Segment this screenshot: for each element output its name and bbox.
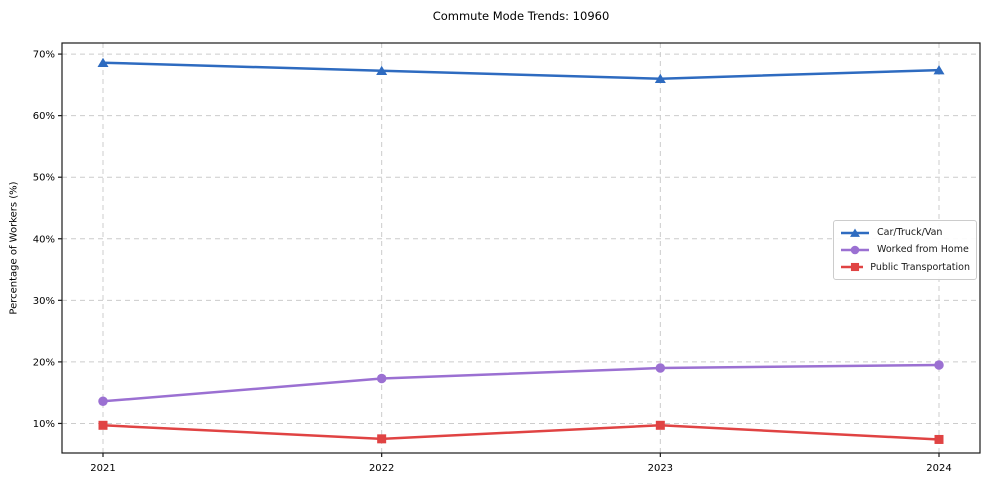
chart-title: Commute Mode Trends: 10960 xyxy=(432,9,610,23)
triangle-marker xyxy=(376,65,388,75)
y-tick-label: 60% xyxy=(33,111,55,122)
triangle-marker xyxy=(654,73,666,83)
triangle-marker xyxy=(933,65,945,75)
legend-sample xyxy=(841,263,864,272)
x-tick-label: 2023 xyxy=(648,463,673,474)
y-tick-label: 50% xyxy=(33,173,55,184)
circle-marker xyxy=(98,396,108,407)
plot-border xyxy=(61,42,981,454)
y-tick-label: 30% xyxy=(33,296,55,307)
legend-sample xyxy=(841,245,869,255)
x-tick-label: 2022 xyxy=(369,463,394,474)
x-tick-label: 2024 xyxy=(926,463,951,474)
square-marker xyxy=(98,420,108,430)
legend-sample xyxy=(841,228,869,237)
series-line xyxy=(101,61,941,80)
legend-item: Car/Truck/Van xyxy=(840,227,970,239)
series-line xyxy=(101,424,941,441)
x-tick-label: 2021 xyxy=(90,463,115,474)
circle-marker xyxy=(934,360,944,370)
legend-item: Public Transportation xyxy=(840,261,970,273)
square-marker xyxy=(655,420,665,430)
circle-marker xyxy=(850,245,860,255)
legend-label: Worked from Home xyxy=(877,244,969,256)
series-line xyxy=(101,363,941,403)
y-tick-label: 10% xyxy=(33,419,55,430)
square-marker xyxy=(377,434,387,444)
legend-label: Car/Truck/Van xyxy=(877,227,943,239)
legend-label: Public Transportation xyxy=(870,261,970,273)
y-tick-label: 70% xyxy=(33,50,55,61)
square-marker xyxy=(850,263,860,272)
legend-item: Worked from Home xyxy=(840,244,970,256)
square-marker xyxy=(934,434,944,444)
circle-marker xyxy=(655,363,666,373)
legend: Car/Truck/Van Worked from Home Public Tran… xyxy=(833,220,977,280)
triangle-marker xyxy=(850,228,860,237)
y-tick-label: 20% xyxy=(33,357,55,368)
triangle-marker xyxy=(97,57,109,67)
y-tick-label: 40% xyxy=(33,234,55,245)
circle-marker xyxy=(376,373,387,384)
